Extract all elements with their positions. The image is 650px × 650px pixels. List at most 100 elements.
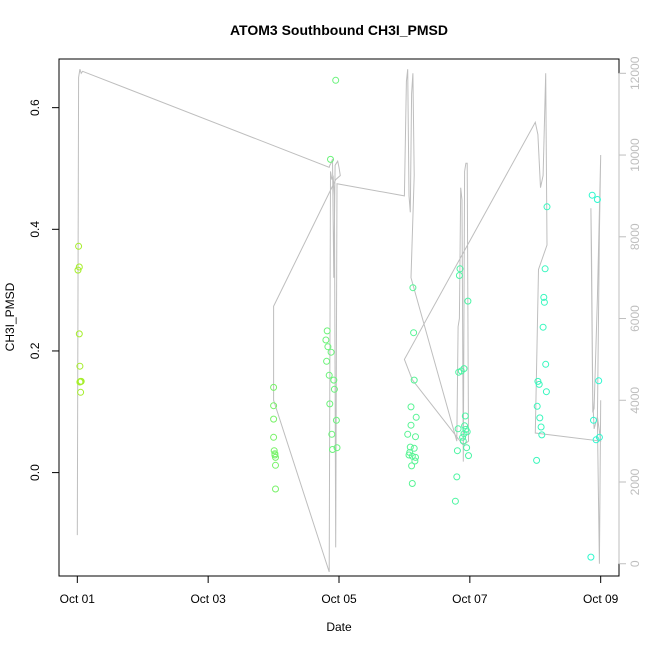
data-point — [270, 402, 278, 410]
y-right-tick-label: 4000 — [628, 387, 642, 414]
data-point — [412, 433, 419, 441]
data-point — [408, 462, 416, 470]
data-point — [75, 263, 83, 271]
y-axis-label: CH3I_PMSD — [3, 282, 17, 351]
data-point — [459, 437, 467, 445]
x-tick-label: Oct 01 — [60, 592, 96, 606]
y-right-tick-label: 2000 — [628, 468, 642, 495]
data-point — [411, 457, 419, 465]
data-point — [329, 446, 336, 453]
data-point — [74, 266, 82, 274]
data-point — [459, 433, 467, 441]
data-point — [461, 412, 469, 420]
data-point — [536, 414, 544, 422]
data-point — [330, 376, 338, 384]
data-point — [77, 377, 85, 385]
data-point — [461, 422, 469, 430]
data-point — [270, 383, 278, 391]
data-point — [408, 480, 416, 487]
data-point — [595, 433, 603, 441]
data-point — [270, 447, 278, 455]
data-point — [323, 327, 331, 335]
data-point — [76, 362, 84, 370]
data-point — [77, 388, 85, 396]
data-point — [323, 357, 331, 365]
x-tick-label: Oct 09 — [583, 592, 619, 606]
y-right-tick-label: 6000 — [628, 305, 642, 332]
x-axis: Oct 01 Oct 03 Oct 05 Oct 07 Oct 09 — [60, 575, 619, 606]
x-tick-label: Oct 03 — [190, 592, 226, 606]
data-point — [454, 425, 462, 433]
data-point — [464, 297, 472, 305]
data-point — [539, 323, 547, 331]
data-point — [75, 242, 83, 250]
x-tick-label: Oct 07 — [452, 592, 488, 606]
data-point — [465, 452, 472, 460]
data-point — [407, 421, 415, 429]
data-point — [330, 385, 338, 393]
data-point — [540, 298, 548, 306]
data-point — [271, 450, 279, 458]
data-point — [325, 371, 333, 379]
data-point — [327, 348, 335, 356]
data-point — [533, 456, 541, 464]
data-point — [540, 293, 548, 301]
y-tick-label: 0.0 — [28, 464, 42, 481]
y-right-tick-label: 8000 — [628, 223, 642, 250]
data-point — [332, 416, 340, 424]
data-point — [410, 376, 418, 384]
data-point — [463, 444, 471, 452]
y-axis-left: 0.0 0.2 0.4 0.6 — [28, 99, 60, 481]
data-point — [327, 155, 334, 163]
data-point — [456, 265, 464, 273]
data-point — [543, 203, 551, 211]
data-point — [453, 447, 461, 455]
data-point — [542, 388, 550, 396]
data-point — [333, 444, 341, 452]
data-point — [407, 403, 415, 411]
points-series — [74, 76, 603, 561]
data-point — [537, 423, 545, 431]
data-point — [410, 329, 418, 337]
data-point — [322, 336, 330, 344]
data-point — [270, 433, 278, 441]
line-series — [76, 69, 602, 573]
data-point — [587, 553, 595, 561]
data-point — [326, 400, 334, 408]
data-point — [453, 473, 461, 481]
data-point — [409, 284, 417, 292]
y-tick-label: 0.4 — [28, 221, 42, 238]
data-point — [463, 428, 471, 436]
x-axis-label: Date — [326, 620, 352, 634]
data-point — [332, 76, 340, 84]
data-point — [324, 343, 332, 351]
data-point — [542, 360, 550, 368]
data-point — [272, 485, 279, 493]
data-point — [595, 377, 603, 385]
data-point — [404, 430, 412, 438]
y-tick-label: 0.2 — [28, 342, 42, 359]
data-point — [588, 191, 596, 199]
data-point — [75, 330, 83, 338]
data-point — [328, 430, 336, 438]
data-point — [406, 443, 414, 451]
data-point — [533, 402, 541, 410]
data-point — [541, 265, 549, 273]
y-right-tick-label: 0 — [628, 560, 642, 567]
series-line — [76, 69, 602, 573]
data-point — [535, 380, 543, 388]
y-tick-label: 0.6 — [28, 99, 42, 116]
data-point — [270, 415, 278, 423]
data-point — [455, 272, 463, 279]
chart-title: ATOM3 Southbound CH3I_PMSD — [230, 22, 448, 38]
y-axis-right: 0 2000 4000 6000 8000 10000 12000 — [618, 56, 642, 567]
data-point — [460, 365, 468, 373]
data-point — [272, 453, 279, 461]
y-right-tick-label: 10000 — [628, 138, 642, 172]
data-point — [412, 413, 420, 421]
data-point — [410, 444, 418, 452]
x-tick-label: Oct 05 — [321, 592, 357, 606]
data-point — [590, 416, 597, 424]
data-point — [593, 196, 601, 203]
